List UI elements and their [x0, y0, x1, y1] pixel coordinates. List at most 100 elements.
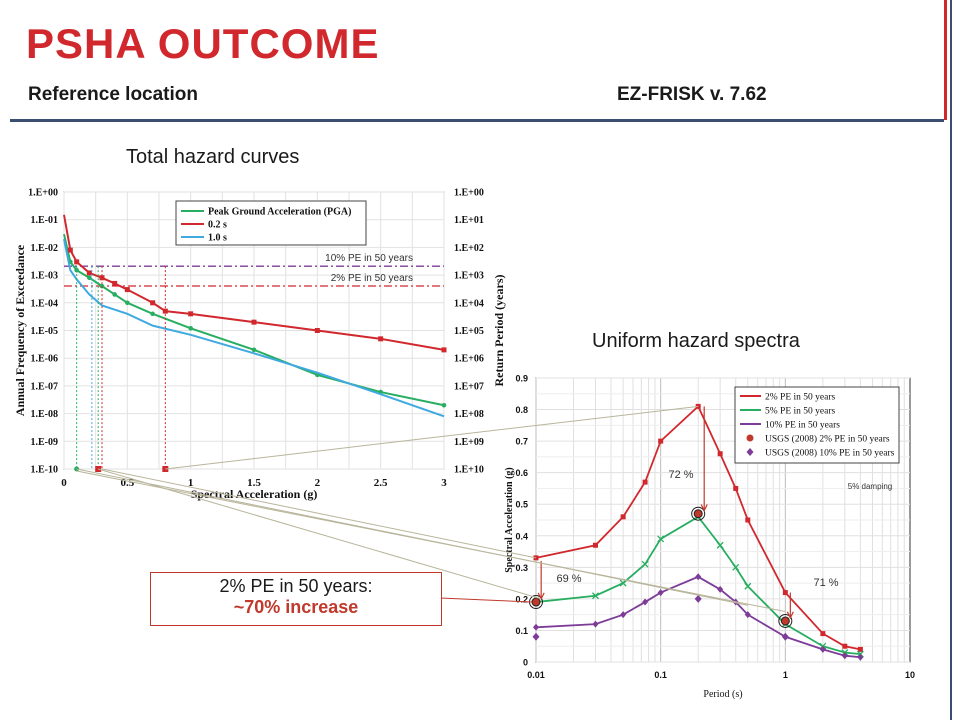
reference-location-label: Reference location [28, 84, 198, 105]
uhs-point [820, 631, 826, 637]
hazard-x-tick: 2 [315, 477, 321, 489]
uhs-y-tick: 0.1 [515, 626, 528, 636]
uhs-point [744, 582, 752, 590]
hazard-point [87, 275, 92, 281]
uhs-y-tick: 0.2 [515, 594, 528, 604]
uhs-legend [734, 386, 900, 464]
hazard-point [441, 402, 447, 408]
uhs-point [819, 645, 826, 653]
hazard-point [112, 292, 117, 297]
chart-connector-line [165, 405, 699, 470]
hazard-y-tick: 1.E-04 [31, 298, 59, 309]
uhs-x-tick: 1 [783, 670, 788, 680]
hazard-y-tick: 1.E-01 [31, 215, 59, 226]
uhs-y-tick: 0.8 [515, 405, 528, 415]
uhs-x-label: Period (s) [703, 689, 742, 700]
uhs-point [857, 646, 863, 652]
uhs-x-tick: 0.01 [527, 670, 545, 680]
hazard-point [99, 275, 105, 281]
hazard-y2-tick: 1.E+08 [454, 409, 484, 420]
uhs-y-tick: 0.5 [515, 500, 528, 510]
uhs-y-tick: 0.3 [515, 563, 528, 573]
hazard-legend-label: Peak Ground Acceleration (PGA) [208, 207, 351, 218]
uhs-point [695, 573, 702, 581]
uhs-legend-swatch [746, 434, 754, 442]
hazard-y2-tick: 1.E+03 [454, 271, 484, 282]
uhs-increase-label: 71 % [813, 577, 838, 589]
software-version-label: EZ-FRISK v. 7.62 [617, 84, 767, 105]
hazard-y-tick: 1.E-09 [31, 437, 59, 448]
hazard-y-tick: 1.E-05 [31, 326, 59, 337]
header-divider [10, 119, 944, 122]
uhs-x-tick: 0.1 [654, 670, 667, 680]
hazard-x-tick: 0 [61, 477, 67, 489]
chart-connector-line [76, 470, 786, 613]
hazard-point [150, 311, 155, 317]
hazard-x-tick: 3 [441, 477, 447, 489]
uhs-point [782, 590, 788, 596]
hazard-y2-tick: 1.E+05 [454, 326, 484, 337]
uhs-point [657, 535, 665, 543]
uhs-point [592, 542, 598, 548]
hazard-x-tick: 1.5 [247, 477, 261, 489]
uhs-y-label: Spectral Acceleration (g) [504, 467, 515, 573]
chart-connector-line [98, 468, 542, 600]
hazard-point [188, 326, 193, 331]
uhs-increase-arrow-head [786, 611, 794, 620]
hazard-point [251, 319, 257, 325]
uhs-point [842, 643, 848, 649]
hazard-y-tick: 1.E-08 [31, 409, 59, 420]
hazard-y-tick: 1.E-10 [31, 465, 59, 476]
hazard-y2-tick: 1.E+09 [454, 437, 484, 448]
hazard-point [251, 347, 257, 353]
uhs-point [744, 611, 751, 619]
hazard-y-tick: 1.E-03 [31, 271, 59, 282]
uhs-usgs-point [532, 632, 540, 641]
hazard-y-tick: 1.E-06 [31, 354, 59, 365]
hazard-x-tick: 2.5 [374, 477, 388, 489]
hazard-point [441, 347, 447, 353]
uhs-y-tick: 0.7 [515, 437, 528, 447]
hazard-pe-label: 10% PE in 50 years [325, 253, 413, 264]
uhs-caption: Uniform hazard spectra [592, 330, 800, 352]
uhs-point [658, 438, 664, 444]
hazard-point [150, 300, 156, 306]
uhs-usgs-ring [778, 613, 793, 628]
hazard-y2-tick: 1.E+01 [454, 215, 484, 226]
hazard-point [86, 270, 92, 276]
hazard-y-tick: 1.E+00 [28, 188, 58, 199]
uhs-y-tick: 0.4 [515, 531, 528, 541]
hazard-point [99, 283, 105, 289]
uhs-usgs-point [693, 509, 703, 519]
uhs-legend-label: 2% PE in 50 years [765, 393, 835, 403]
uhs-legend-label: 5% PE in 50 years [765, 407, 835, 417]
hazard-legend-label: 0.2 s [208, 220, 227, 231]
uhs-point [592, 592, 599, 600]
hazard-y2-label: Return Period (years) [492, 275, 506, 387]
hazard-point [125, 300, 130, 306]
uhs-point [619, 579, 627, 587]
uhs-usgs-point [780, 616, 790, 626]
callout-line-1: 2% PE in 50 years: [219, 576, 373, 596]
uhs-legend-swatch [746, 448, 754, 456]
uhs-legend-label: 10% PE in 50 years [765, 421, 840, 431]
hazard-x-tick: 1 [188, 477, 194, 489]
hazard-y2-tick: 1.E+06 [454, 354, 484, 365]
hazard-pe-label: 2% PE in 50 years [331, 273, 413, 284]
hazard-y2-tick: 1.E+07 [454, 381, 484, 392]
uhs-point [533, 623, 539, 631]
hazard-legend [175, 200, 367, 246]
uhs-usgs-point [694, 594, 702, 603]
uhs-usgs-point [531, 597, 541, 607]
hazard-y2-tick: 1.E+00 [454, 188, 484, 199]
chart-connector-line [101, 468, 537, 559]
hazard-curve-line [63, 238, 445, 418]
hazard-legend-label: 1.0 s [208, 233, 227, 244]
uhs-usgs-ring [691, 506, 706, 521]
uhs-point [841, 652, 848, 660]
uhs-x-tick: 10 [905, 670, 915, 680]
hazard-y-tick: 1.E-02 [31, 243, 59, 254]
accent-bar [944, 0, 947, 120]
uhs-point [857, 653, 864, 661]
